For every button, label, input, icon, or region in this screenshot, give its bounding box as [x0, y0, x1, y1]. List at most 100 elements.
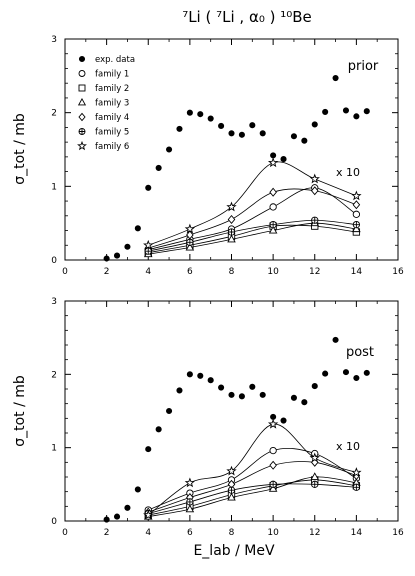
data-point	[342, 107, 350, 114]
data-point	[134, 486, 141, 493]
series-family-1	[144, 184, 361, 254]
data-point	[352, 210, 361, 218]
data-point	[166, 146, 173, 153]
data-point	[113, 252, 121, 259]
data-point	[124, 243, 131, 250]
x-tick-label: 4	[145, 267, 151, 277]
data-point	[238, 393, 245, 400]
data-point	[270, 152, 277, 159]
series-family-5	[144, 216, 361, 255]
data-point	[186, 109, 193, 116]
legend-marker	[78, 55, 86, 63]
y-tick-label: 2	[51, 109, 57, 119]
data-point	[134, 225, 141, 232]
y-tick-label: 3	[51, 35, 57, 45]
x-tick-label: 8	[229, 267, 235, 277]
data-point	[267, 418, 279, 429]
data-point	[207, 377, 214, 384]
data-point	[311, 121, 318, 128]
data-point	[309, 452, 320, 463]
data-point	[218, 122, 225, 129]
data-point	[269, 187, 277, 197]
data-point	[309, 173, 320, 184]
data-point	[363, 369, 370, 376]
data-point	[310, 186, 319, 196]
series-line	[148, 219, 357, 252]
data-point	[226, 201, 237, 212]
series-family-4	[144, 457, 361, 517]
y-tick-label: 2	[51, 370, 57, 380]
series-exp-data	[103, 336, 370, 523]
data-point	[249, 122, 256, 129]
data-point	[351, 467, 362, 478]
data-point	[259, 391, 266, 398]
x-tick-label: 2	[104, 528, 110, 538]
data-point	[227, 492, 236, 501]
data-point	[280, 417, 287, 424]
data-point	[184, 223, 196, 234]
data-point	[124, 504, 131, 511]
data-point	[322, 370, 329, 377]
data-point	[228, 130, 235, 137]
data-point	[352, 200, 361, 210]
data-point	[352, 220, 361, 229]
data-point	[186, 498, 194, 506]
legend-label: family 4	[95, 113, 129, 123]
data-point	[352, 224, 361, 233]
data-point	[238, 131, 245, 138]
x-tick-label: 4	[145, 528, 151, 538]
multiplier-label: x 10	[336, 440, 360, 453]
x-tick-label: 16	[392, 267, 404, 277]
data-point	[332, 336, 339, 343]
x-tick-label: 8	[229, 528, 235, 538]
x-tick-label: 2	[104, 267, 110, 277]
data-point	[144, 247, 152, 255]
data-point	[155, 426, 162, 433]
data-point	[227, 228, 236, 236]
data-point	[353, 113, 360, 120]
series-family-3	[143, 218, 361, 258]
x-axis-label: E_lab / MeV	[193, 543, 275, 559]
data-point	[197, 111, 204, 118]
data-point	[267, 157, 279, 168]
data-point	[353, 374, 360, 382]
x-tick-label: 0	[62, 528, 68, 538]
data-point	[145, 184, 152, 191]
data-point	[301, 399, 308, 406]
data-point	[226, 465, 237, 476]
data-point	[228, 391, 235, 398]
series-line	[148, 476, 357, 517]
x-tick-label: 0	[62, 267, 68, 277]
data-point	[166, 407, 173, 415]
y-tick-label: 1	[51, 182, 57, 192]
data-point	[310, 472, 320, 481]
data-point	[155, 164, 162, 171]
legend-label: family 2	[95, 84, 129, 94]
y-tick-label: 1	[51, 444, 57, 454]
data-point	[185, 504, 195, 513]
data-point	[269, 480, 277, 488]
data-point	[269, 460, 277, 470]
data-point	[143, 509, 154, 520]
series-line	[148, 461, 357, 513]
data-point	[207, 115, 214, 122]
data-point	[290, 133, 297, 140]
data-point	[270, 413, 277, 420]
y-axis-label: σ_tot / mb	[12, 113, 28, 185]
series-line	[148, 222, 357, 255]
data-point	[363, 108, 370, 115]
data-point	[145, 446, 152, 453]
series-family-3	[143, 472, 361, 520]
series-line	[148, 161, 357, 246]
data-point	[176, 387, 183, 394]
series-line	[148, 187, 357, 251]
data-point	[113, 513, 121, 520]
series-line	[148, 483, 357, 515]
data-point	[186, 238, 194, 246]
legend-label: family 3	[95, 99, 129, 109]
x-tick-label: 10	[267, 267, 279, 277]
data-point	[351, 190, 362, 201]
data-point	[269, 446, 277, 455]
